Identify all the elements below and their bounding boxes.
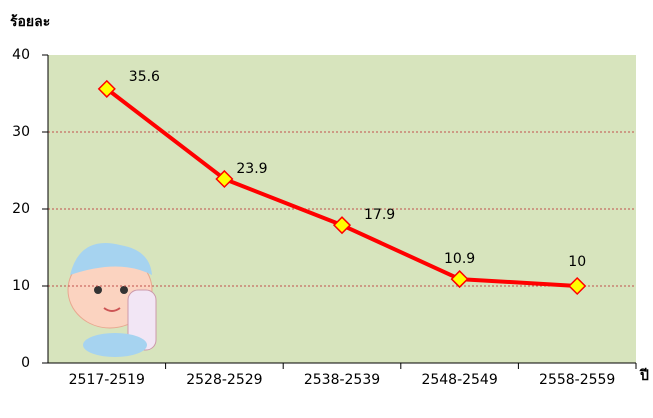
y-tick-label: 0 bbox=[21, 355, 30, 371]
data-label: 17.9 bbox=[364, 207, 395, 223]
x-tick-label: 2528-2529 bbox=[186, 372, 262, 388]
x-tick-label: 2538-2539 bbox=[304, 372, 380, 388]
y-tick-label: 20 bbox=[12, 201, 30, 217]
data-label: 35.6 bbox=[129, 69, 160, 85]
x-tick-label: 2558-2559 bbox=[539, 372, 615, 388]
data-label: 10.9 bbox=[444, 251, 475, 267]
y-tick-label: 30 bbox=[12, 124, 30, 140]
chart: ร้อยละ ปี 0 10 20 30 40 2517-2519 2528-2529 253… bbox=[0, 0, 653, 414]
x-tick-label: 2517-2519 bbox=[69, 372, 145, 388]
x-axis-label: ปี bbox=[639, 368, 649, 384]
y-axis-label: ร้อยละ bbox=[10, 14, 50, 30]
y-tick-label: 40 bbox=[12, 47, 30, 63]
data-label: 10 bbox=[568, 254, 586, 270]
y-tick-label: 10 bbox=[12, 278, 30, 294]
data-label: 23.9 bbox=[236, 161, 267, 177]
x-tick-label: 2548-2549 bbox=[421, 372, 497, 388]
